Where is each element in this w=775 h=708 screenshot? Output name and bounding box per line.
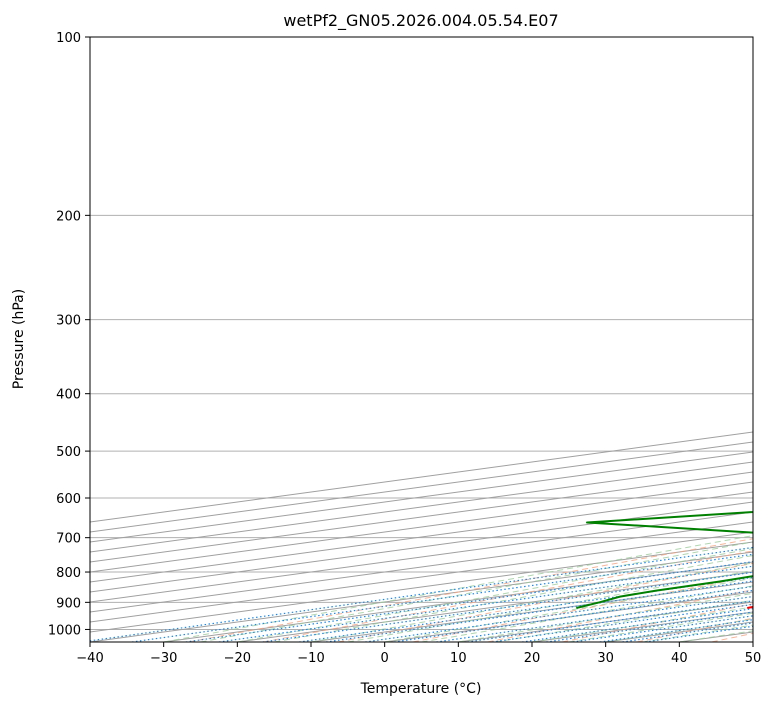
y-axis-label: Pressure (hPa): [11, 289, 27, 389]
isotherm-line: [90, 521, 753, 613]
grid-layer: [90, 37, 753, 642]
y-tick-label: 900: [56, 596, 81, 611]
isotherm-line: [90, 491, 753, 583]
isotherm-line: [90, 541, 753, 633]
y-tick-label: 800: [56, 566, 81, 581]
x-tick-label: 40: [671, 651, 688, 666]
isotherm-line: [90, 451, 753, 543]
isotherm-line: [384, 591, 753, 642]
mixing-ratio-line: [546, 611, 753, 642]
dry-adiabat-line: [487, 589, 753, 642]
mixing-ratio-line: [467, 600, 753, 642]
mixing-ratio-line: [522, 608, 753, 642]
x-tick-label: −10: [297, 651, 324, 666]
dry-adiabat-line: [636, 617, 753, 642]
x-tick-label: 50: [745, 651, 762, 666]
isotherm-line: [90, 511, 753, 603]
moist-adiabat-line: [568, 612, 753, 642]
isotherm-line: [90, 531, 753, 623]
y-tick-label: 500: [56, 445, 81, 460]
moist-adiabat-line: [421, 585, 753, 642]
mixing-ratio-line: [90, 546, 753, 642]
chart-title: wetPf2_GN05.2026.004.05.54.E07: [283, 11, 558, 31]
moist-adiabat-line: [679, 630, 753, 642]
dry-adiabat-line: [711, 632, 753, 642]
moist-adiabat-line: [200, 541, 753, 642]
y-tick-label: 100: [56, 31, 81, 46]
moist-adiabat-line: [531, 606, 753, 642]
mixing-ratio-line: [185, 561, 753, 642]
dry-adiabat-line: [263, 550, 753, 642]
dry-adiabat-line: [338, 562, 753, 642]
y-tick-label: 700: [56, 532, 81, 547]
moist-adiabat-line: [347, 569, 753, 642]
isotherm-line: [679, 631, 753, 642]
dry-adiabat-line: [188, 538, 753, 642]
y-tick-label: 400: [56, 388, 81, 403]
y-tick-label: 200: [56, 209, 81, 224]
isotherm-line: [90, 501, 753, 593]
y-tick-label: 600: [56, 492, 81, 507]
moist-adiabat-line: [384, 577, 753, 642]
x-tick-label: 20: [524, 651, 541, 666]
moist-adiabat-line: [237, 548, 753, 642]
isotherm-line: [90, 481, 753, 573]
plot-frame: [89, 36, 754, 643]
y-tick-label: 300: [56, 314, 81, 329]
moist-adiabat-line: [274, 555, 753, 642]
moist-adiabat-line: [310, 562, 753, 642]
x-tick-label: −40: [76, 651, 103, 666]
isotherm-line: [752, 641, 753, 642]
y-tick-label: 1000: [48, 623, 81, 638]
x-tick-label: −20: [224, 651, 251, 666]
isotherm-line: [90, 461, 753, 553]
dry-adiabat-line: [412, 575, 753, 642]
x-tick-label: 30: [597, 651, 614, 666]
dry-adiabat-line: [562, 603, 753, 642]
mixing-ratio-line: [492, 603, 753, 642]
moist-adiabat-line: [642, 624, 753, 642]
isotherm-line: [531, 611, 753, 642]
x-tick-label: 0: [381, 651, 389, 666]
axis-layer: −40 −30 −20 −10 0 10 20 30 40 50 100 200 300 400 500 60…: [48, 31, 761, 666]
isotherm-line: [90, 551, 753, 642]
mixing-ratio-line: [131, 553, 753, 642]
mixing-ratio-line: [436, 595, 753, 642]
isotherm-line: [310, 581, 753, 642]
x-tick-label: 10: [450, 651, 467, 666]
isotherm-line: [90, 471, 753, 563]
moist-adiabat-line: [163, 535, 753, 642]
x-tick-label: −30: [150, 651, 177, 666]
x-axis-label: Temperature (°C): [360, 681, 482, 697]
